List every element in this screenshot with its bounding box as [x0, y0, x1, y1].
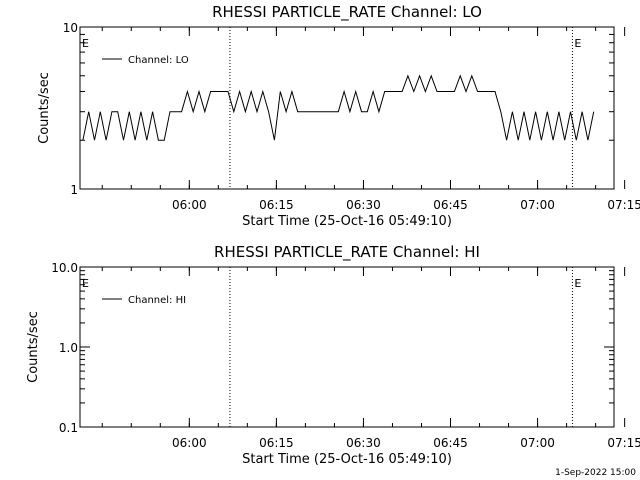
x-tick-label: 06:45 — [433, 436, 468, 450]
legend-label: Channel: HI — [128, 295, 186, 306]
chart-panel-1: RHESSI PARTICLE_RATE Channel: LO Start Ti… — [37, 3, 640, 229]
x-tick-label: 06:15 — [259, 198, 294, 212]
x-tick-label: 06:30 — [346, 436, 381, 450]
x-tick-label: 06:30 — [346, 198, 381, 212]
x-axis-label: Start Time (25-Oct-16 05:49:10) — [242, 214, 452, 229]
y-tick-label: 10 — [63, 21, 78, 35]
x-tick-label: 06:45 — [433, 198, 468, 212]
chart-panel-2: RHESSI PARTICLE_RATE Channel: HI Start Ti… — [26, 243, 640, 467]
x-axis-label: Start Time (25-Oct-16 05:49:10) — [242, 452, 452, 467]
legend-label: Channel: LO — [128, 55, 189, 66]
x-tick-label: 06:00 — [172, 198, 207, 212]
series-line-channel-lo — [82, 74, 595, 141]
y-tick-label: 1.0 — [59, 341, 78, 355]
x-tick-label: 06:00 — [172, 436, 207, 450]
chart-title: RHESSI PARTICLE_RATE Channel: HI — [214, 243, 480, 262]
x-tick-label: 06:15 — [259, 436, 294, 450]
x-tick-label: 07:15 — [607, 198, 640, 212]
footer-timestamp: 1-Sep-2022 15:00 — [555, 468, 636, 478]
y-axis-label: Counts/sec — [37, 72, 52, 144]
x-tick-label: 07:00 — [520, 436, 555, 450]
x-tick-label: 07:15 — [607, 436, 640, 450]
y-tick-label: 0.1 — [59, 421, 78, 435]
event-marker-label: E — [82, 277, 89, 290]
event-marker-label: E — [82, 37, 89, 50]
y-axis-label: Counts/sec — [26, 311, 41, 383]
y-tick-label: 10.0 — [51, 261, 78, 275]
event-marker-label: E — [574, 37, 581, 50]
plot-frame — [79, 26, 615, 190]
event-marker-label: E — [574, 277, 581, 290]
plot-frame — [79, 266, 615, 428]
chart-title: RHESSI PARTICLE_RATE Channel: LO — [212, 3, 482, 22]
y-tick-label: 1 — [70, 183, 78, 197]
x-tick-label: 07:00 — [520, 198, 555, 212]
